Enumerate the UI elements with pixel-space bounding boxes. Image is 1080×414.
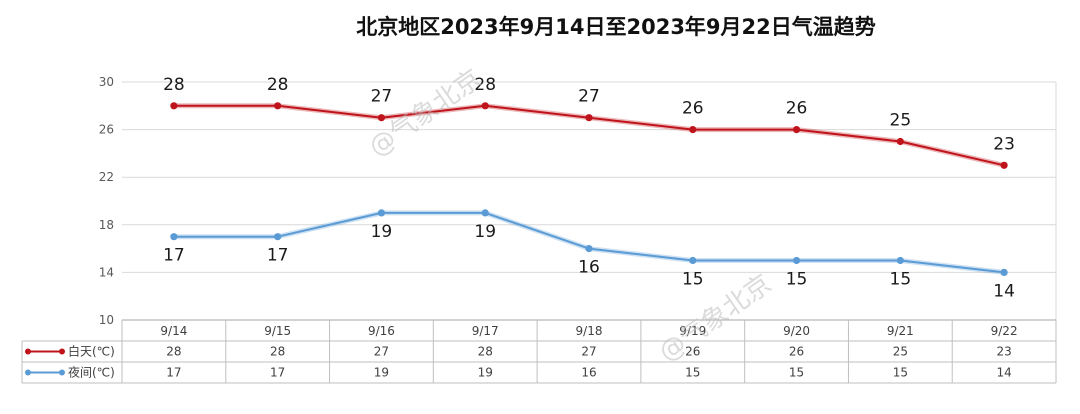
table-cell: 27 (581, 345, 596, 359)
table-cell: 26 (789, 345, 804, 359)
x-tick-label: 9/22 (991, 324, 1018, 338)
data-point (1000, 268, 1008, 276)
data-label: 28 (267, 75, 289, 95)
data-point (377, 114, 386, 122)
legend-marker (59, 348, 65, 355)
legend-label: 夜间(℃) (68, 365, 115, 380)
x-tick-label: 9/15 (264, 324, 291, 338)
data-label: 26 (786, 99, 808, 119)
y-tick-label: 14 (99, 265, 114, 279)
data-label: 17 (267, 246, 289, 266)
x-tick-label: 9/17 (472, 324, 499, 338)
watermark: @气象北京 (654, 269, 778, 368)
table-cell: 23 (996, 345, 1011, 359)
series-lines (170, 102, 1008, 276)
data-point (170, 102, 178, 110)
data-point (585, 114, 593, 122)
data-label: 27 (371, 87, 393, 107)
data-label: 27 (578, 87, 600, 107)
table-cell: 15 (893, 366, 908, 380)
x-tick-label: 9/18 (576, 324, 603, 338)
data-point (481, 209, 489, 217)
table-cell: 16 (581, 366, 596, 380)
data-label: 23 (993, 134, 1015, 154)
y-axis: 10 14 18 22 26 30 (99, 75, 114, 327)
data-point (896, 137, 904, 146)
data-point (896, 256, 904, 265)
data-label: 15 (890, 270, 912, 290)
data-point (792, 256, 801, 265)
data-point (377, 209, 386, 217)
data-label: 25 (890, 111, 912, 131)
table-cell: 27 (374, 345, 389, 359)
data-table: 9/14 9/15 9/16 9/17 9/18 9/19 9/20 9/21 9/22 白天(℃… (21, 319, 1057, 384)
y-tick-label: 30 (99, 75, 114, 89)
data-point (792, 126, 801, 134)
data-point (585, 245, 593, 253)
data-point (689, 256, 697, 265)
table-cell: 19 (478, 366, 493, 380)
legend-marker (25, 348, 31, 355)
data-label: 28 (474, 75, 496, 95)
table-cell: 14 (996, 366, 1011, 380)
legend-marker (59, 369, 65, 376)
data-label: 19 (371, 222, 393, 242)
data-label: 16 (578, 258, 600, 278)
data-labels: 28 28 27 28 27 26 26 25 23 17 17 19 19 16 15 15 15 14 (163, 75, 1015, 302)
y-tick-label: 18 (99, 218, 114, 232)
table-cell: 25 (893, 345, 908, 359)
x-tick-label: 9/14 (160, 324, 187, 338)
watermarks: @气象北京 @气象北京 (364, 64, 778, 368)
x-tick-label: 9/16 (368, 324, 395, 338)
data-label: 28 (163, 75, 185, 95)
data-point (274, 102, 282, 110)
data-point (170, 233, 178, 241)
data-label: 26 (682, 99, 704, 119)
data-label: 15 (786, 270, 808, 290)
x-tick-label: 9/19 (679, 324, 706, 338)
table-cell: 15 (685, 366, 700, 380)
table-cell: 28 (478, 345, 493, 359)
table-cell: 28 (270, 345, 285, 359)
data-label: 17 (163, 246, 185, 266)
legend-marker (25, 369, 31, 376)
table-cell: 17 (166, 366, 181, 380)
y-tick-label: 22 (99, 170, 114, 184)
table-cell: 28 (166, 345, 181, 359)
watermark: @气象北京 (364, 64, 488, 163)
data-point (274, 233, 282, 241)
legend-label: 白天(℃) (68, 344, 115, 359)
y-tick-label: 10 (99, 313, 114, 327)
chart-title: 北京地区2023年9月14日至2023年9月22日气温趋势 (356, 15, 876, 39)
data-point (1000, 161, 1008, 169)
table-cell: 19 (374, 366, 389, 380)
x-tick-label: 9/20 (783, 324, 810, 338)
table-cell: 26 (685, 345, 700, 359)
table-cell: 15 (789, 366, 804, 380)
table-cell: 17 (270, 366, 285, 380)
data-label: 15 (682, 270, 704, 290)
gridlines (122, 81, 1056, 273)
data-label: 19 (474, 222, 496, 242)
data-point (481, 102, 489, 110)
data-point (689, 126, 697, 134)
y-tick-label: 26 (99, 123, 114, 137)
data-label: 14 (993, 281, 1015, 301)
x-tick-label: 9/21 (887, 324, 914, 338)
